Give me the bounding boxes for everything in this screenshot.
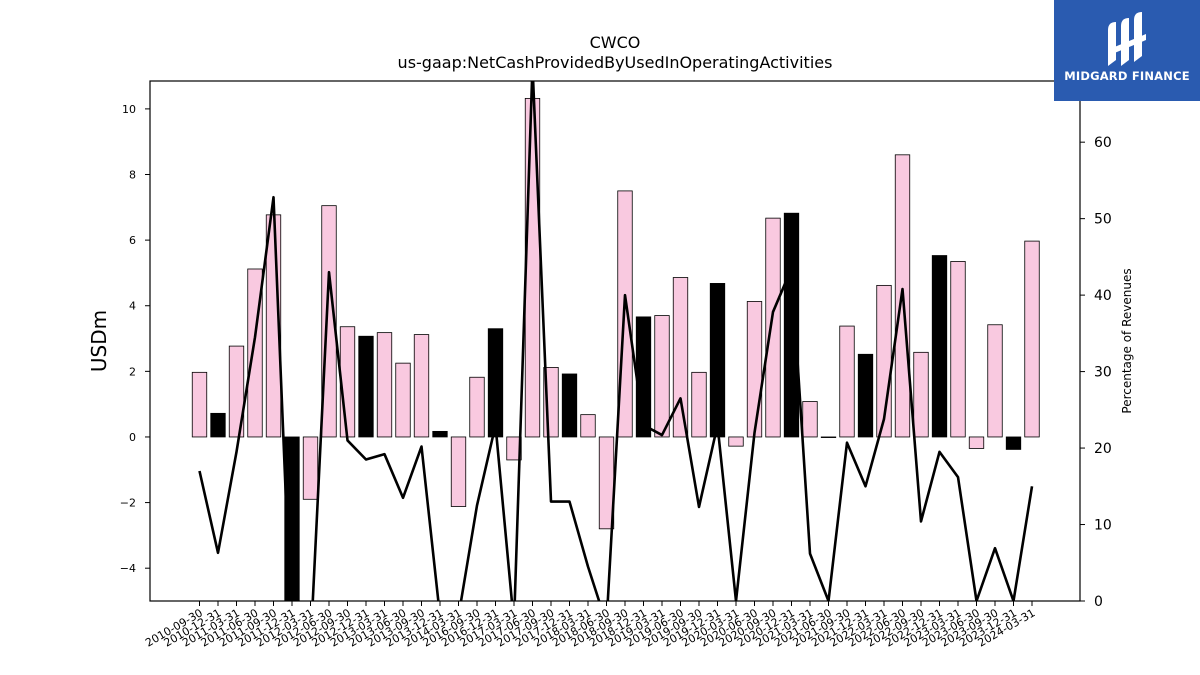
bar-2010-09-30: [191, 371, 208, 438]
bar-2019-12-31: [709, 283, 726, 438]
y-axis-right: 0 10 20 30 40 50 60: [1080, 135, 1112, 610]
y2-tick-label: 20: [1094, 441, 1112, 457]
chart-title: CWCO: [590, 33, 641, 52]
ratio-line: [198, 81, 1034, 601]
bar-2021-12-31: [857, 353, 874, 438]
midgard-finance-logo: MIDGARD FINANCE: [1054, 0, 1200, 101]
y2-tick-label: 0: [1094, 594, 1103, 610]
bar-2012-09-30: [339, 326, 356, 438]
midgard-logo-icon: [1108, 12, 1146, 66]
y-tick-label: 2: [129, 365, 136, 378]
bar-2023-12-31: [1005, 436, 1022, 450]
y-tick-label: 4: [129, 300, 136, 313]
bar-2018-03-31: [580, 414, 596, 438]
y-tick-label: −2: [120, 497, 136, 510]
plot-frame: [149, 80, 1081, 602]
bar-2022-09-30: [913, 351, 929, 438]
bar-2016-09-30: [469, 376, 485, 438]
y2-tick-label: 50: [1094, 212, 1112, 228]
bar-2023-09-30: [987, 324, 1003, 438]
y-tick-label: 8: [129, 169, 136, 182]
bar-2012-06-30: [321, 205, 337, 438]
y2-tick-label: 30: [1094, 365, 1112, 381]
bar-2020-06-30: [746, 301, 763, 438]
bar-2024-03-31: [1024, 240, 1040, 438]
y2-tick-label: 40: [1094, 288, 1112, 304]
y2-tick-label: 10: [1094, 518, 1112, 534]
y-tick-label: 10: [122, 103, 136, 116]
bar-2019-09-30: [691, 371, 707, 438]
bar-2010-12-31: [210, 412, 226, 438]
bar-2023-06-30: [968, 436, 985, 449]
bars: [191, 97, 1040, 601]
bar-2013-12-31: [432, 430, 448, 438]
plot-area: [149, 80, 1081, 602]
bar-2014-03-31: [450, 436, 467, 507]
percentage-line: [198, 81, 1034, 601]
y-tick-label: −4: [120, 562, 136, 575]
bar-2013-03-31: [376, 332, 393, 438]
y-tick-label: 6: [129, 234, 136, 247]
bar-2013-09-30: [413, 334, 430, 438]
bar-2020-12-31: [783, 212, 800, 438]
y-axis-label: USDm: [87, 310, 111, 372]
bar-2019-06-30: [672, 277, 689, 438]
x-axis: 2010-09-302010-12-312011-03-312011-06-30…: [143, 601, 1038, 650]
bar-2022-12-31: [931, 255, 948, 438]
bar-2023-03-31: [950, 261, 966, 438]
y2-axis-label: Percentage of Revenues: [1120, 268, 1134, 413]
bar-2013-06-30: [395, 362, 411, 438]
bar-2020-09-30: [765, 217, 781, 438]
y-axis-left: −4 −2 0 2 4 6 8 10: [120, 103, 150, 575]
y2-tick-label: 60: [1094, 135, 1112, 151]
bar-2016-12-31: [487, 328, 504, 438]
bar-2020-03-31: [728, 436, 744, 447]
bar-2012-03-31: [302, 436, 319, 500]
logo-text: MIDGARD FINANCE: [1064, 69, 1190, 83]
y-tick-label: 0: [129, 431, 136, 444]
bar-2017-03-31: [506, 436, 522, 461]
bar-2021-09-30: [839, 325, 855, 438]
bar-2019-03-31: [654, 315, 670, 438]
bar-2021-06-30: [820, 436, 837, 438]
bar-2012-12-31: [358, 335, 374, 438]
bar-2011-03-31: [228, 345, 245, 438]
bar-2021-03-31: [802, 401, 818, 438]
chart-subtitle: us-gaap:NetCashProvidedByUsedInOperating…: [398, 53, 833, 72]
bar-2017-06-30: [524, 97, 541, 438]
bar-2017-12-31: [561, 373, 578, 438]
